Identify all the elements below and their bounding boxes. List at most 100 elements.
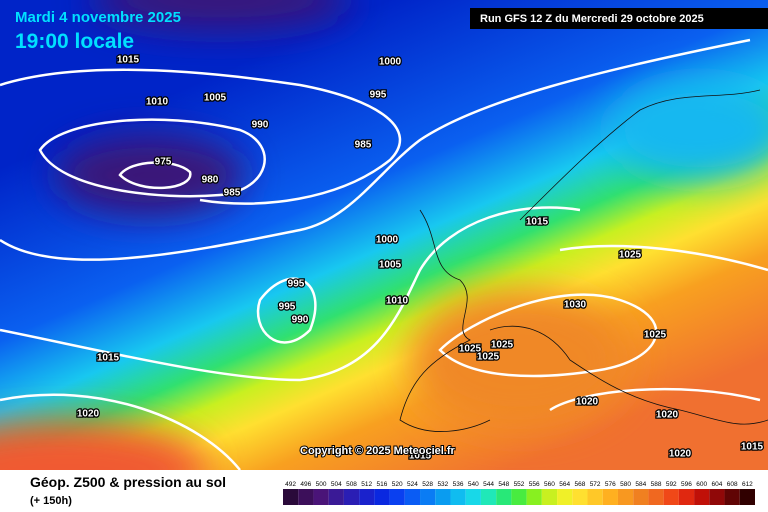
isobar-label: 1020 <box>576 397 599 408</box>
isobar-label: 1015 <box>117 55 140 66</box>
colorbar-label: 492 <box>285 481 296 488</box>
coastlines <box>399 89 768 432</box>
colorbar-label: 564 <box>559 481 570 488</box>
isobar <box>0 68 402 205</box>
isobar <box>118 161 192 190</box>
colorbar-label: 556 <box>529 481 540 488</box>
colorbar-label: 604 <box>712 481 723 488</box>
colorbar-swatch <box>283 489 299 505</box>
isobar-label: 1025 <box>459 344 482 355</box>
isobar-label: 1010 <box>386 296 409 307</box>
colorbar-label: 576 <box>605 481 616 488</box>
colorbar-swatch <box>511 489 527 505</box>
colorbar-label: 568 <box>574 481 585 488</box>
colorbar-label: 508 <box>346 481 357 488</box>
colorbar-label: 504 <box>331 481 342 488</box>
colorbar-swatch <box>541 489 558 505</box>
colorbar-label: 600 <box>696 481 707 488</box>
colorbar-label: 584 <box>635 481 646 488</box>
isobar-label: 990 <box>292 315 309 326</box>
time: 19:00 locale <box>15 30 134 53</box>
isobar-label: 1020 <box>656 410 679 421</box>
isobar <box>0 38 751 261</box>
copyright: Copyright © 2025 Meteociel.fr <box>300 445 456 457</box>
isobar-label: 975 <box>155 157 172 168</box>
colorbar-label: 588 <box>651 481 662 488</box>
colorbar-label: 544 <box>483 481 494 488</box>
colorbar-swatch <box>404 489 421 505</box>
colorbar-swatch <box>587 489 603 505</box>
colorbar-swatch <box>328 489 344 505</box>
colorbar-label: 524 <box>407 481 418 488</box>
isobar-label: 1015 <box>97 353 120 364</box>
run-info: Run GFS 12 Z du Mercredi 29 octobre 2025 <box>480 13 704 25</box>
colorbar-label: 500 <box>316 481 327 488</box>
isobar-label: 1005 <box>379 260 402 271</box>
colorbar-swatch <box>709 489 725 505</box>
colorbar-swatch <box>617 489 634 505</box>
colorbar-label: 528 <box>422 481 433 488</box>
isobar-labels: 1015 1010 1005 1000 995 990 985 975 980 985 1000 10… <box>76 53 765 463</box>
colorbar-swatch <box>663 489 679 505</box>
colorbar-label: 516 <box>377 481 388 488</box>
colorbar-label: 540 <box>468 481 479 488</box>
coastline <box>519 89 761 221</box>
colorbar-label: 532 <box>437 481 448 488</box>
colorbar-swatch <box>343 489 360 505</box>
colorbar-swatch <box>648 489 664 505</box>
isobar <box>0 206 581 382</box>
date: Mardi 4 novembre 2025 <box>15 9 181 26</box>
colorbar-swatch <box>359 489 375 505</box>
isobar <box>438 293 658 378</box>
colorbar-swatch <box>678 489 695 505</box>
colorbar-swatch <box>633 489 649 505</box>
isobar-label: 1025 <box>491 340 514 351</box>
isobar-label: 1025 <box>477 352 500 363</box>
colorbar-swatch <box>557 489 573 505</box>
colorbar-swatch <box>602 489 618 505</box>
isobar <box>0 393 241 471</box>
colorbar-label: 548 <box>498 481 509 488</box>
colorbar-label: 496 <box>300 481 311 488</box>
geopotential-field <box>0 0 768 470</box>
run-box <box>470 8 768 29</box>
isobar <box>38 118 266 198</box>
footer-title: Géop. Z500 & pression au sol <box>30 474 226 490</box>
colorbar-swatch <box>480 489 497 505</box>
colorbar-swatch <box>389 489 405 505</box>
colorbar-swatch <box>465 489 481 505</box>
isobar-label: 985 <box>224 188 241 199</box>
colorbar-swatch <box>450 489 466 505</box>
iberia-warm <box>410 290 630 430</box>
colorbar: 492 496 500 504 508 512 516 520 524 528 532 536 540 5… <box>283 481 755 505</box>
colorbar-swatch <box>374 489 390 505</box>
scandinavia-cool <box>610 80 768 180</box>
colorbar-swatch <box>435 489 451 505</box>
colorbar-label: 552 <box>514 481 525 488</box>
colorbar-swatch <box>298 489 314 505</box>
isobar-label: 1015 <box>526 217 549 228</box>
isobar-label: 995 <box>279 302 296 313</box>
colorbar-swatch <box>313 489 329 505</box>
isobar-label: 1000 <box>379 57 402 68</box>
colorbar-swatch <box>694 489 710 505</box>
colorbar-label: 580 <box>620 481 631 488</box>
colorbar-label: 596 <box>681 481 692 488</box>
coastline <box>489 326 768 425</box>
north-low <box>90 0 350 30</box>
colorbar-label: 520 <box>392 481 403 488</box>
colorbar-label: 512 <box>361 481 372 488</box>
colorbar-swatch <box>739 489 755 505</box>
colorbar-label: 572 <box>590 481 601 488</box>
isobar-label: 1015 <box>741 442 764 453</box>
isobars <box>0 38 768 471</box>
isobar <box>256 277 317 344</box>
colorbar-swatch <box>572 489 588 505</box>
isobar-label: 995 <box>370 90 387 101</box>
colorbar-label: 560 <box>544 481 555 488</box>
isobar <box>549 387 761 412</box>
isobar-label: 1010 <box>146 97 169 108</box>
isobar-label: 1020 <box>669 449 692 460</box>
colorbar-label: 536 <box>453 481 464 488</box>
